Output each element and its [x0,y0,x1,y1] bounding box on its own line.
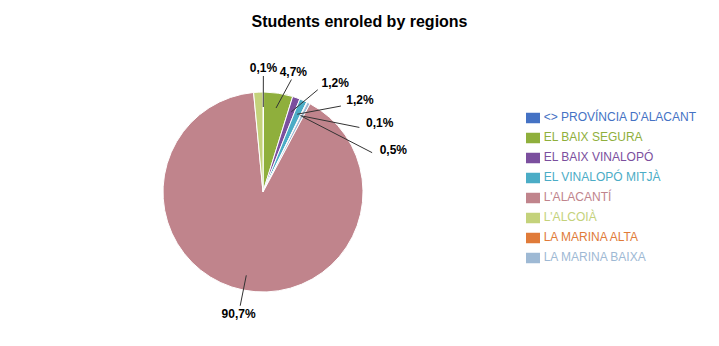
html-text:EL BAIX VINALOPÓ: EL BAIX VINALOPÓ [543,150,654,164]
svg-text:0,5%: 0,5% [380,143,408,157]
html-text:LA MARINA ALTA: LA MARINA ALTA [543,230,638,244]
html-text:EL VINALOPÓ MITJÀ: EL VINALOPÓ MITJÀ [543,170,661,184]
html-text:LA MARINA BAIXA: LA MARINA BAIXA [543,250,646,264]
html-text:Students enroled by regions: Students enroled by regions [251,13,468,30]
svg-text:4,7%: 4,7% [280,65,308,79]
svg-text:1,2%: 1,2% [346,93,374,107]
html-text:EL BAIX SEGURA: EL BAIX SEGURA [543,130,643,144]
svg-text:0,1%: 0,1% [366,116,394,130]
html-text:L'ALACANTÍ: L'ALACANTÍ [543,190,612,204]
svg-text:90,7%: 90,7% [222,307,256,321]
svg-text:1,2%: 1,2% [322,76,350,90]
svg-text:0,1%: 0,1% [250,61,278,75]
html-text:L'ALCOIÀ: L'ALCOIÀ [543,210,597,224]
html-text:<> PROVÍNCIA D'ALACANT: <> PROVÍNCIA D'ALACANT [543,110,696,124]
